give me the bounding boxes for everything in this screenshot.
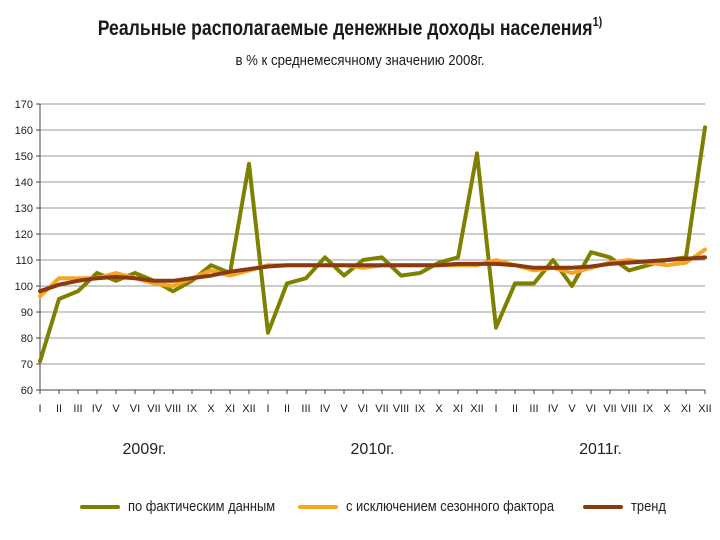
axes (36, 103, 706, 394)
x-tick-label: XI (225, 403, 235, 415)
x-year-label: 2011г. (579, 441, 622, 458)
legend: по фактическим данным с исключением сезо… (0, 498, 720, 522)
x-tick-label: II (56, 403, 62, 415)
legend-label-actual: по фактическим данным (128, 498, 276, 515)
y-tick-label: 110 (15, 255, 33, 267)
y-tick-label: 70 (21, 359, 33, 371)
x-tick-label: III (73, 403, 82, 415)
y-tick-label: 160 (15, 125, 33, 137)
x-tick-label: IX (415, 403, 426, 415)
x-tick-label: IX (187, 403, 198, 415)
x-tick-label: V (112, 403, 120, 415)
x-tick-label: X (435, 403, 443, 415)
series-line-2 (38, 255, 707, 294)
x-tick-label: X (663, 403, 671, 415)
x-tick-label: V (340, 403, 348, 415)
legend-item-seasonal: с исключением сезонного фактора (298, 498, 588, 515)
x-tick-label: VIII (621, 403, 638, 415)
x-tick-label: XI (453, 403, 463, 415)
y-tick-label: 100 (15, 281, 33, 293)
x-tick-label: VIII (393, 403, 410, 415)
x-tick-label: XI (681, 403, 691, 415)
legend-item-trend: тренд (583, 498, 672, 515)
x-tick-label: IV (92, 403, 103, 415)
legend-swatch-actual (80, 504, 120, 509)
legend-swatch-trend (583, 504, 623, 509)
y-tick-label: 130 (15, 203, 33, 215)
x-tick-label: VI (358, 403, 368, 415)
x-tick-label: II (512, 403, 518, 415)
x-tick-label: IV (548, 403, 559, 415)
x-year-label: 2010г. (351, 441, 395, 458)
x-tick-label: VIII (165, 403, 182, 415)
x-tick-label: VII (147, 403, 160, 415)
x-tick-label: VI (586, 403, 596, 415)
legend-item-actual: по фактическим данным (80, 498, 299, 515)
x-tick-label: IX (643, 403, 654, 415)
x-tick-label: X (207, 403, 215, 415)
y-tick-label: 80 (21, 333, 33, 345)
x-tick-label: XII (242, 403, 255, 415)
x-tick-label: VII (375, 403, 388, 415)
y-tick-label: 90 (21, 307, 33, 319)
x-tick-label: XII (698, 403, 711, 415)
x-tick-label: VII (603, 403, 616, 415)
x-tick-label: III (301, 403, 310, 415)
x-tick-label: II (284, 403, 290, 415)
y-tick-label: 150 (15, 151, 33, 163)
y-tick-label: 120 (15, 229, 33, 241)
chart-subtitle: в % к среднемесячному значению 2008г. (235, 52, 485, 69)
x-tick-label: XII (470, 403, 483, 415)
series-lines (38, 125, 707, 364)
x-tick-label: V (568, 403, 576, 415)
x-tick-label: I (266, 403, 269, 415)
x-tick-label: I (38, 403, 41, 415)
legend-label-trend: тренд (631, 498, 666, 515)
x-tick-label: VI (130, 403, 140, 415)
legend-swatch-seasonal (298, 504, 338, 509)
y-tick-label: 60 (21, 385, 33, 397)
legend-label-seasonal: с исключением сезонного фактора (346, 498, 555, 515)
y-tick-label: 170 (15, 99, 33, 111)
x-tick-label: IV (320, 403, 331, 415)
title-footnote: 1) (592, 14, 603, 29)
x-year-label: 2009г. (123, 441, 167, 458)
x-tick-label: I (494, 403, 497, 415)
y-tick-label: 140 (15, 177, 33, 189)
x-tick-label: III (529, 403, 538, 415)
chart-title-text: Реальные располагаемые денежные доходы н… (97, 17, 593, 40)
series-line-0 (38, 125, 707, 364)
grid (40, 103, 705, 391)
chart-title: Реальные располагаемые денежные доходы н… (56, 14, 644, 41)
